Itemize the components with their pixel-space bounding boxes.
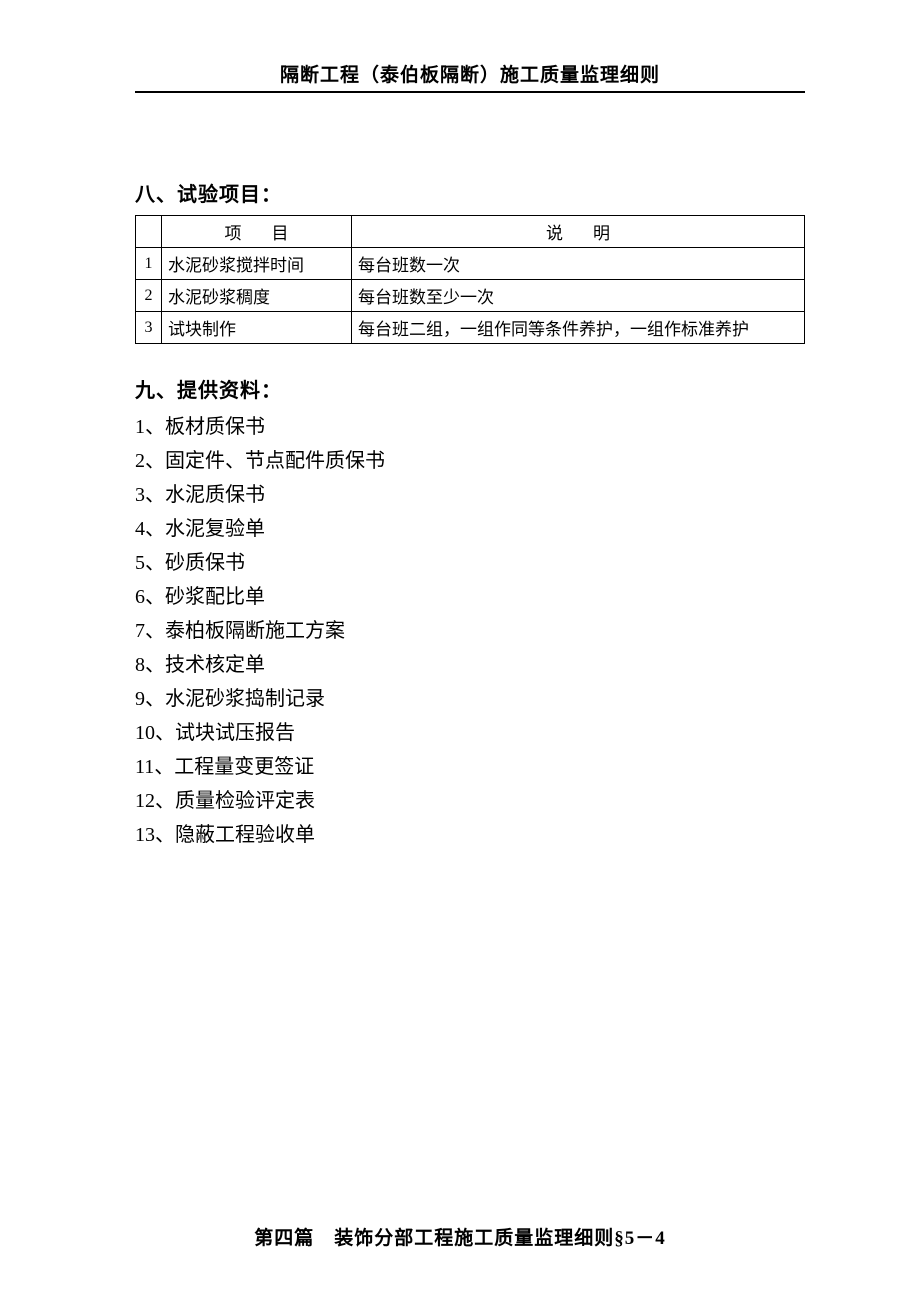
cell-desc: 每台班数一次 bbox=[352, 248, 805, 280]
table-row: 3 试块制作 每台班二组，一组作同等条件养护，一组作标准养护 bbox=[136, 312, 805, 344]
table-row: 2 水泥砂浆稠度 每台班数至少一次 bbox=[136, 280, 805, 312]
list-item: 11、工程量变更签证 bbox=[135, 751, 805, 783]
document-page: 隔断工程（泰伯板隔断）施工质量监理细则 八、试验项目： 项目 说明 1 水泥砂浆… bbox=[0, 0, 920, 1302]
materials-list: 1、板材质保书 2、固定件、节点配件质保书 3、水泥质保书 4、水泥复验单 5、… bbox=[135, 411, 805, 851]
list-item: 6、砂浆配比单 bbox=[135, 581, 805, 613]
list-item: 8、技术核定单 bbox=[135, 649, 805, 681]
cell-item: 试块制作 bbox=[162, 312, 352, 344]
list-item: 13、隐蔽工程验收单 bbox=[135, 819, 805, 851]
cell-num: 2 bbox=[136, 280, 162, 312]
list-item: 3、水泥质保书 bbox=[135, 479, 805, 511]
list-item: 1、板材质保书 bbox=[135, 411, 805, 443]
table-row: 1 水泥砂浆搅拌时间 每台班数一次 bbox=[136, 248, 805, 280]
cell-desc: 每台班二组，一组作同等条件养护，一组作标准养护 bbox=[352, 312, 805, 344]
table-header-item: 项目 bbox=[162, 216, 352, 248]
table-header-row: 项目 说明 bbox=[136, 216, 805, 248]
list-item: 4、水泥复验单 bbox=[135, 513, 805, 545]
list-item: 9、水泥砂浆捣制记录 bbox=[135, 683, 805, 715]
page-footer: 第四篇 装饰分部工程施工质量监理细则§5－4 bbox=[0, 1223, 920, 1250]
cell-num: 3 bbox=[136, 312, 162, 344]
cell-item: 水泥砂浆搅拌时间 bbox=[162, 248, 352, 280]
cell-item: 水泥砂浆稠度 bbox=[162, 280, 352, 312]
section-8-heading: 八、试验项目： bbox=[135, 178, 805, 207]
cell-desc: 每台班数至少一次 bbox=[352, 280, 805, 312]
cell-num: 1 bbox=[136, 248, 162, 280]
list-item: 2、固定件、节点配件质保书 bbox=[135, 445, 805, 477]
header-title: 隔断工程（泰伯板隔断）施工质量监理细则 bbox=[280, 65, 660, 86]
list-item: 5、砂质保书 bbox=[135, 547, 805, 579]
footer-text: 第四篇 装饰分部工程施工质量监理细则§5－4 bbox=[254, 1228, 666, 1249]
table-header-desc: 说明 bbox=[352, 216, 805, 248]
list-item: 12、质量检验评定表 bbox=[135, 785, 805, 817]
section-9-heading: 九、提供资料： bbox=[135, 374, 805, 403]
list-item: 7、泰柏板隔断施工方案 bbox=[135, 615, 805, 647]
table-header-num bbox=[136, 216, 162, 248]
list-item: 10、试块试压报告 bbox=[135, 717, 805, 749]
page-header: 隔断工程（泰伯板隔断）施工质量监理细则 bbox=[135, 60, 805, 93]
test-items-table: 项目 说明 1 水泥砂浆搅拌时间 每台班数一次 2 水泥砂浆稠度 每台班数至少一… bbox=[135, 215, 805, 344]
table-body: 1 水泥砂浆搅拌时间 每台班数一次 2 水泥砂浆稠度 每台班数至少一次 3 试块… bbox=[136, 248, 805, 344]
